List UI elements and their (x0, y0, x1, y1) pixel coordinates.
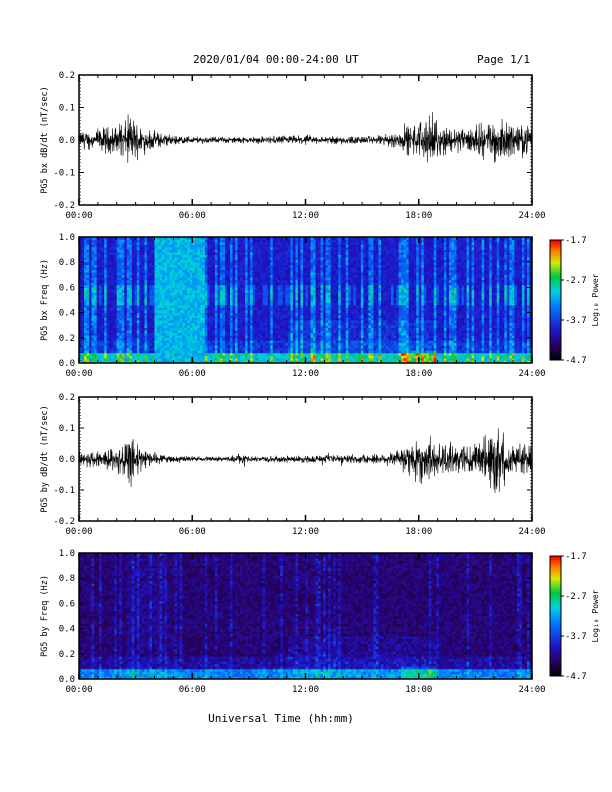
x-tick-label: 18:00 (405, 685, 432, 695)
x-tick-label: 24:00 (518, 211, 545, 221)
y-tick-label: 0.0 (59, 675, 75, 685)
y-tick-label: 0.2 (59, 334, 75, 344)
colorbar-tick-label: -3.7 (565, 316, 587, 326)
y-tick-label: 0.2 (59, 393, 75, 403)
colorbar-frame (549, 555, 562, 677)
colorbar-title: Log₁₀ Power (591, 273, 600, 326)
x-tick-label: 06:00 (179, 527, 206, 537)
spectrogram-cells (79, 553, 533, 680)
y-tick-label: 0.6 (59, 599, 75, 609)
x-tick-label: 00:00 (65, 369, 92, 379)
y-tick-label: 0.0 (59, 359, 75, 369)
x-tick-label: 06:00 (179, 211, 206, 221)
x-tick-label: 24:00 (518, 369, 545, 379)
colorbar-title: Log₁₀ Power (591, 589, 600, 642)
y-tick-label: -0.1 (53, 486, 75, 496)
colorbar-tick-label: -4.7 (565, 356, 587, 366)
y-tick-label: 0.4 (59, 625, 75, 635)
series-line (78, 111, 533, 163)
x-tick-label: 12:00 (292, 369, 319, 379)
x-tick-label: 24:00 (518, 527, 545, 537)
y-tick-label: 0.1 (59, 424, 75, 434)
page-indicator: Page 1/1 (477, 53, 530, 66)
colorbar: -1.7 -2.7 -3.7 -4.7 Log₁₀ Power (549, 552, 600, 682)
x-tick-label: 06:00 (179, 369, 206, 379)
colorbar-frame (549, 239, 562, 361)
y-tick-label: 0.6 (59, 283, 75, 293)
panel-bx-spectrogram: 00:00 06:00 12:00 18:00 24:00 0.0 0.2 0.4 0.6 0.8… (40, 233, 600, 379)
series-line (78, 428, 533, 493)
y-axis-title: PG5 by Freq (Hz) (40, 575, 50, 657)
colorbar-tick-label: -1.7 (565, 236, 587, 246)
x-tick-label: 06:00 (179, 685, 206, 695)
x-tick-label: 18:00 (405, 369, 432, 379)
y-axis-title: PG5 by dB/dt (nT/sec) (40, 405, 50, 512)
y-tick-label: 0.8 (59, 574, 75, 584)
y-tick-label: 0.8 (59, 258, 75, 268)
y-tick-label: 1.0 (59, 233, 75, 243)
colorbar-tick-label: -3.7 (565, 632, 587, 642)
y-tick-label: -0.2 (53, 517, 75, 527)
x-tick-label: 12:00 (292, 527, 319, 537)
x-tick-label: 00:00 (65, 527, 92, 537)
plot-title: 2020/01/04 00:00-24:00 UT (193, 53, 359, 66)
x-tick-label: 12:00 (292, 685, 319, 695)
y-tick-label: 1.0 (59, 549, 75, 559)
x-tick-label: 24:00 (518, 685, 545, 695)
spectrogram-cells (79, 237, 533, 364)
colorbar-tick-label: -2.7 (565, 276, 587, 286)
x-tick-label: 18:00 (405, 527, 432, 537)
y-tick-label: 0.4 (59, 309, 75, 319)
x-tick-label: 00:00 (65, 685, 92, 695)
y-tick-label: -0.1 (53, 169, 75, 179)
y-tick-label: 0.2 (59, 650, 75, 660)
y-tick-label: -0.2 (53, 201, 75, 211)
y-tick-label: 0.1 (59, 104, 75, 114)
panel-by-dbdt: 00:00 06:00 12:00 18:00 24:00 -0.2 -0.1 0.0 0.1 0… (40, 393, 546, 537)
y-tick-label: 0.0 (59, 136, 75, 146)
x-tick-label: 00:00 (65, 211, 92, 221)
panel-bx-dbdt: 00:00 06:00 12:00 18:00 24:00 -0.2 -0.1 0.0 0.1 0… (40, 71, 546, 221)
x-tick-label: 18:00 (405, 211, 432, 221)
y-tick-label: 0.0 (59, 455, 75, 465)
y-axis-title: PG5 bx dB/dt (nT/sec) (40, 86, 50, 193)
x-tick-label: 12:00 (292, 211, 319, 221)
colorbar-tick-label: -2.7 (565, 592, 587, 602)
colorbar: -1.7 -2.7 -3.7 -4.7 Log₁₀ Power (549, 236, 600, 366)
x-axis-title: Universal Time (hh:mm) (208, 712, 354, 725)
y-tick-label: 0.2 (59, 71, 75, 81)
colorbar-tick-label: -1.7 (565, 552, 587, 562)
panel-by-spectrogram: 00:00 06:00 12:00 18:00 24:00 0.0 0.2 0.4 0.6 0.8… (40, 549, 600, 695)
colorbar-tick-label: -4.7 (565, 672, 587, 682)
y-axis-title: PG5 bx Freq (Hz) (40, 259, 50, 341)
